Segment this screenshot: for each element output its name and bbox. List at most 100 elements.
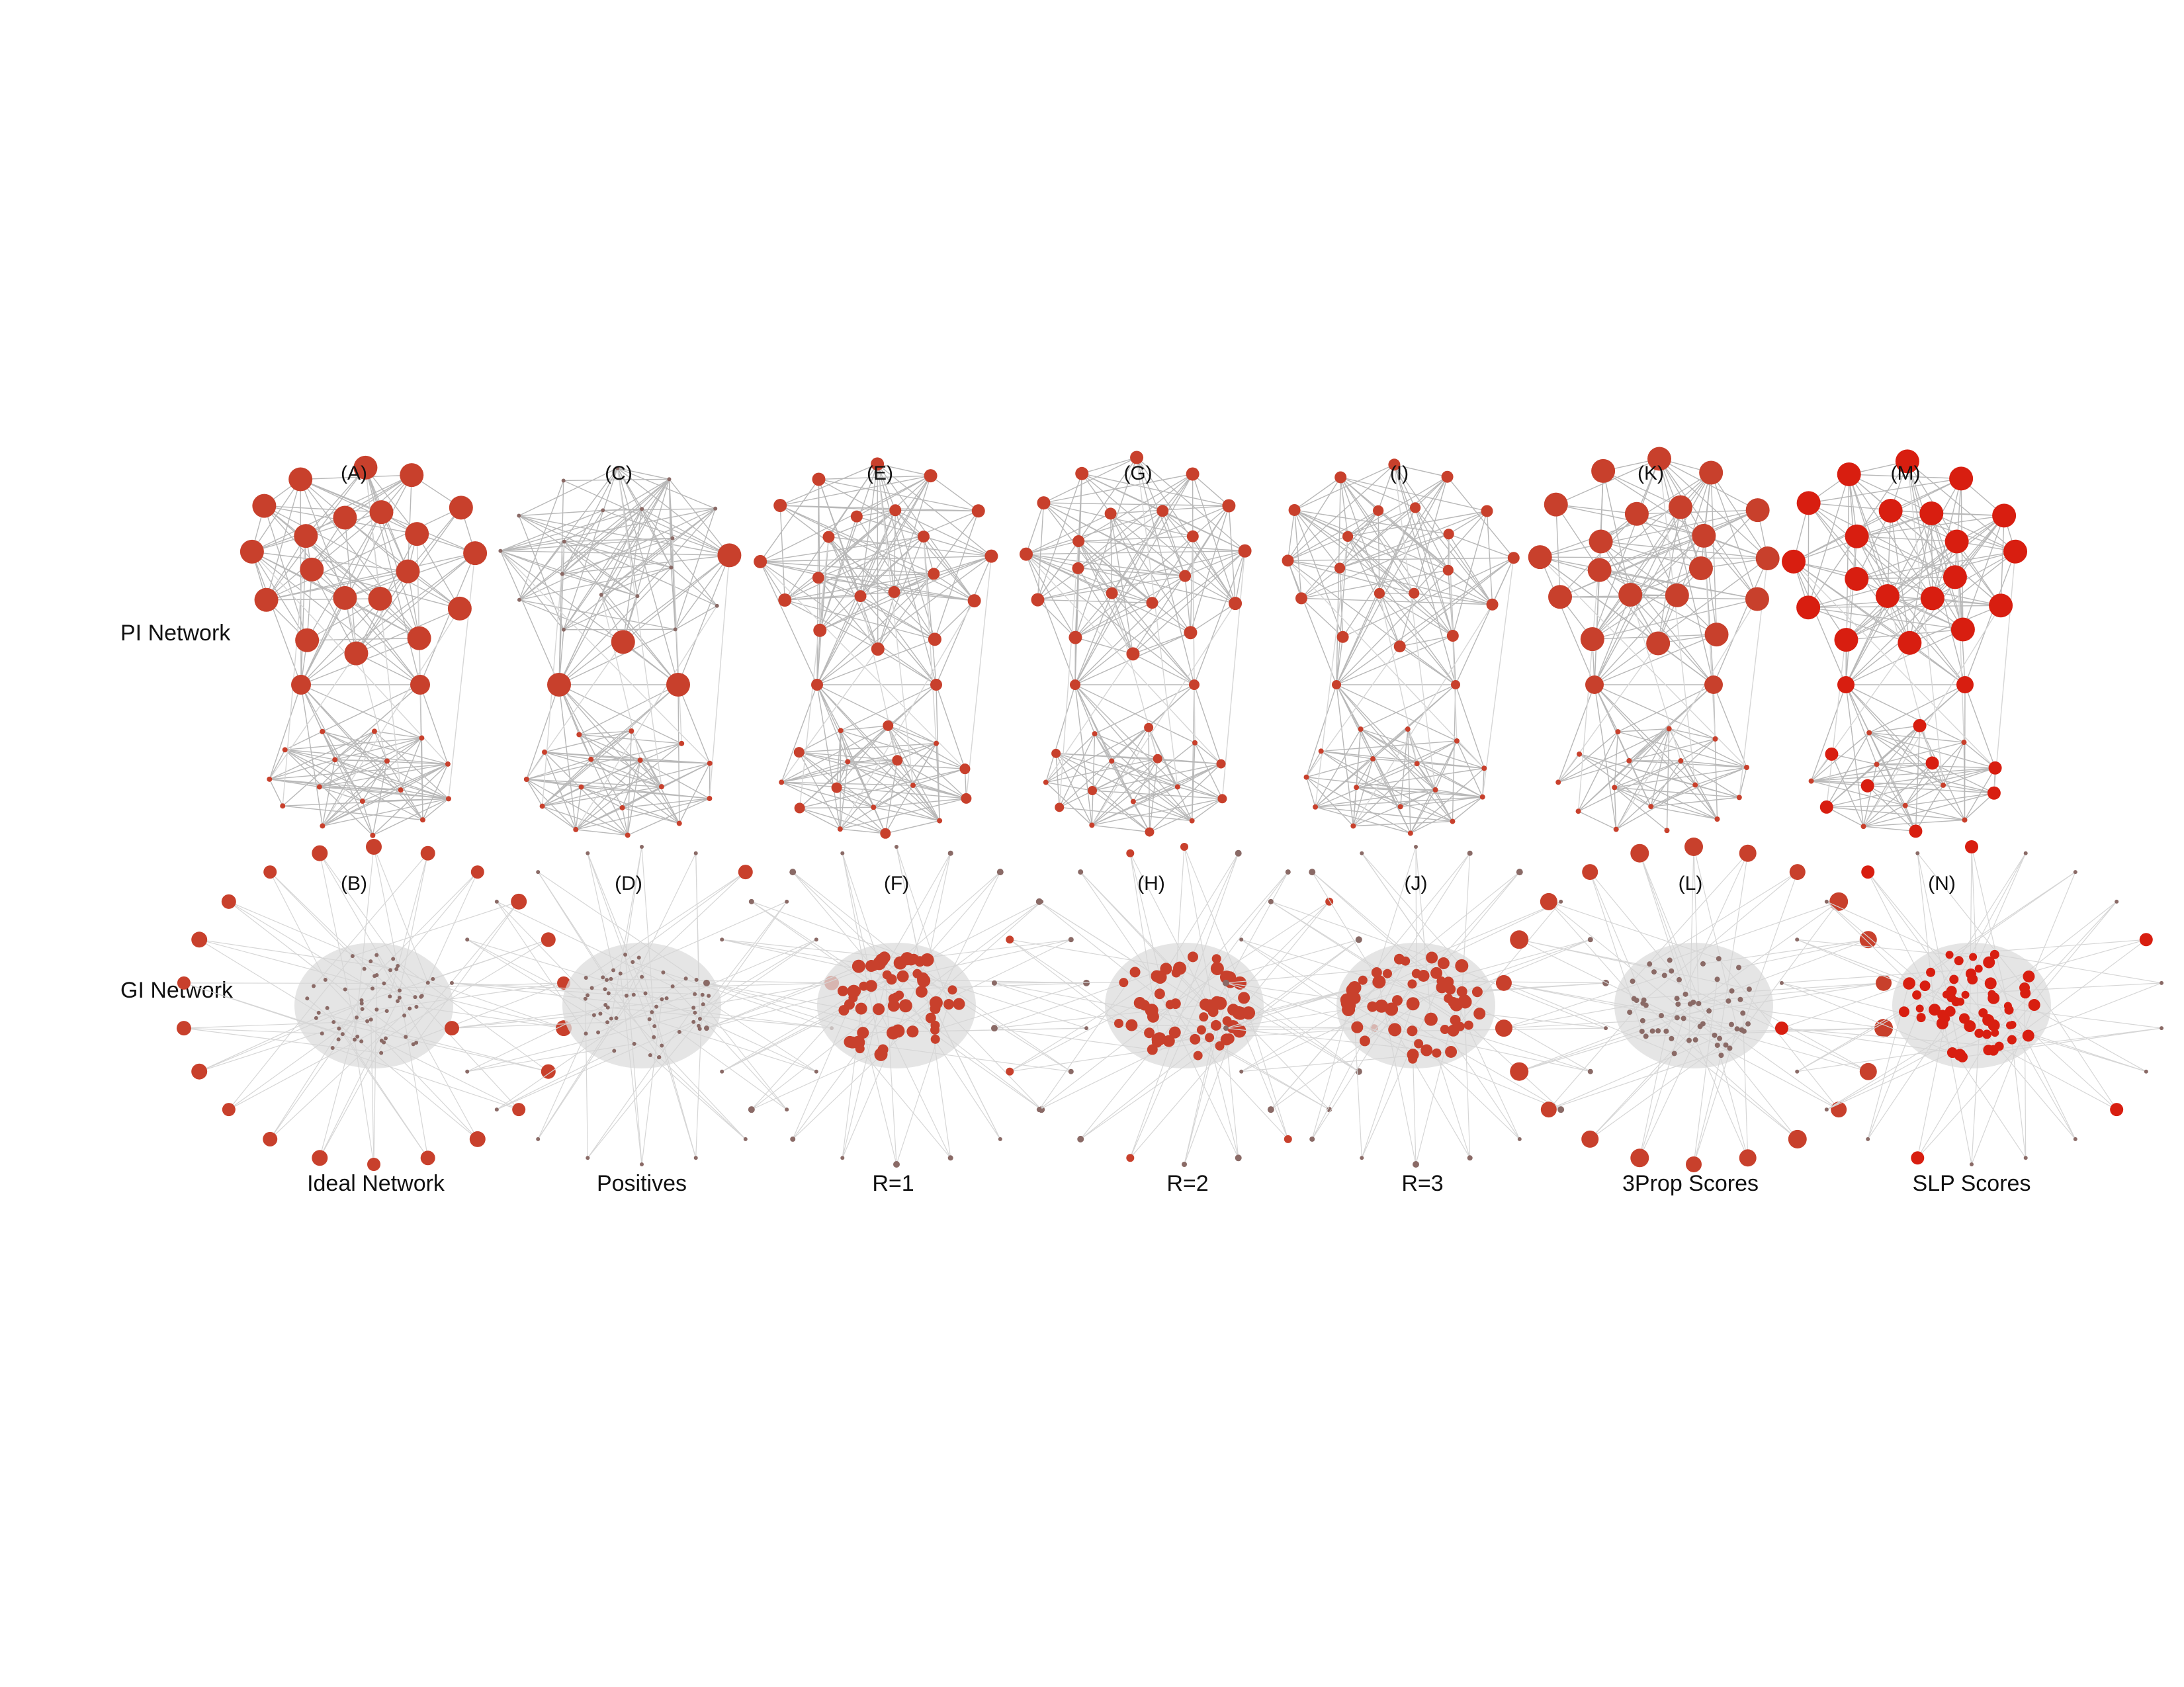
pi-network-4 <box>1019 451 1252 837</box>
gi-outer-node <box>367 1158 380 1171</box>
gi-inner-node <box>343 987 347 992</box>
edge <box>1315 806 1453 822</box>
pi-node <box>1229 597 1243 611</box>
pi-node <box>1745 498 1770 523</box>
edge <box>1548 901 1719 959</box>
gi-outer-node <box>449 980 454 985</box>
edge <box>1321 750 1485 769</box>
edge <box>371 961 564 1029</box>
pi-node <box>1796 595 1821 620</box>
gi-outer-node <box>1223 1025 1229 1031</box>
edge <box>319 853 358 1037</box>
pi-edges <box>251 467 476 836</box>
edge <box>1659 458 1696 785</box>
edge <box>2011 939 2147 1041</box>
pi-hub-node <box>811 679 823 691</box>
edge <box>422 763 449 820</box>
gi-inner-node <box>314 1016 318 1020</box>
gi-inner-node <box>623 953 628 957</box>
pi-node <box>371 728 377 734</box>
edge <box>1177 786 1223 799</box>
edge <box>1639 1023 1704 1158</box>
edge <box>1988 1027 2162 1051</box>
pi-node <box>1109 758 1115 764</box>
pi-panel-label: (E) <box>867 462 893 484</box>
pi-node <box>1943 565 1967 589</box>
edge <box>1347 510 1487 537</box>
edge <box>1133 653 1195 685</box>
pi-node <box>1796 491 1821 515</box>
edge <box>601 594 641 761</box>
edge <box>675 508 716 630</box>
edge <box>816 638 936 685</box>
edge <box>563 508 642 630</box>
pi-node <box>854 590 867 603</box>
pi-panel-label: (K) <box>1638 462 1664 484</box>
gi-outer-node <box>1516 869 1523 876</box>
gi-inner-node <box>1372 975 1386 989</box>
edge <box>1136 457 1186 576</box>
edge <box>1353 820 1453 827</box>
edge <box>448 553 476 799</box>
edge <box>895 996 1042 1110</box>
pi-node <box>1913 718 1927 732</box>
gi-inner-node <box>1382 969 1392 978</box>
edge <box>466 939 660 1058</box>
edge <box>1184 505 1229 576</box>
gi-inner-node <box>352 1037 357 1042</box>
edge <box>1241 939 1395 1030</box>
edge <box>1890 478 1962 511</box>
edge <box>840 730 940 822</box>
edge <box>1867 785 1916 832</box>
edge <box>1336 477 1341 685</box>
edge <box>1740 999 1869 1072</box>
edge <box>760 561 975 601</box>
pi-node <box>1144 722 1154 732</box>
edge <box>881 959 1001 1140</box>
pi-hub-node <box>1704 675 1723 694</box>
edge <box>1594 684 1718 820</box>
gi-inner-node <box>374 973 379 977</box>
gi-inner-node <box>1984 977 1997 990</box>
edge <box>300 597 345 685</box>
pi-node <box>344 641 369 666</box>
gi-panel-label: (N) <box>1928 873 1956 894</box>
edge <box>816 684 874 808</box>
edge <box>400 738 423 791</box>
edge <box>722 939 953 991</box>
edge <box>1162 510 1194 537</box>
edge <box>265 535 306 601</box>
edge <box>1579 754 1718 820</box>
edge <box>269 779 401 791</box>
gi-outer-node <box>1874 1019 1894 1038</box>
gi-inner-node <box>395 999 400 1004</box>
edge <box>1826 901 1965 1019</box>
edge <box>1315 536 1348 807</box>
edge <box>781 725 889 783</box>
gi-inner-node <box>632 1041 636 1046</box>
edge <box>1361 980 1442 1158</box>
edge <box>1340 477 1415 594</box>
edge <box>859 1048 951 1158</box>
pi-hub-node <box>930 679 942 691</box>
pi-node <box>539 803 545 809</box>
edge <box>1592 507 1681 640</box>
gi-inner-node <box>394 967 399 971</box>
edge <box>1677 998 1884 1029</box>
edge <box>319 730 375 787</box>
pi-node <box>669 565 674 570</box>
edge <box>1410 789 1436 834</box>
gi-inner-node <box>1639 1028 1645 1034</box>
edge <box>819 516 857 630</box>
pi-node <box>316 784 322 790</box>
pi-node <box>333 585 357 610</box>
edge <box>840 828 886 834</box>
edge <box>313 853 429 986</box>
gi-inner-node <box>886 1026 900 1040</box>
edge <box>780 505 896 511</box>
edge <box>542 786 662 807</box>
gi-inner-node <box>873 957 885 968</box>
edge <box>1111 684 1195 761</box>
edge <box>912 785 940 821</box>
